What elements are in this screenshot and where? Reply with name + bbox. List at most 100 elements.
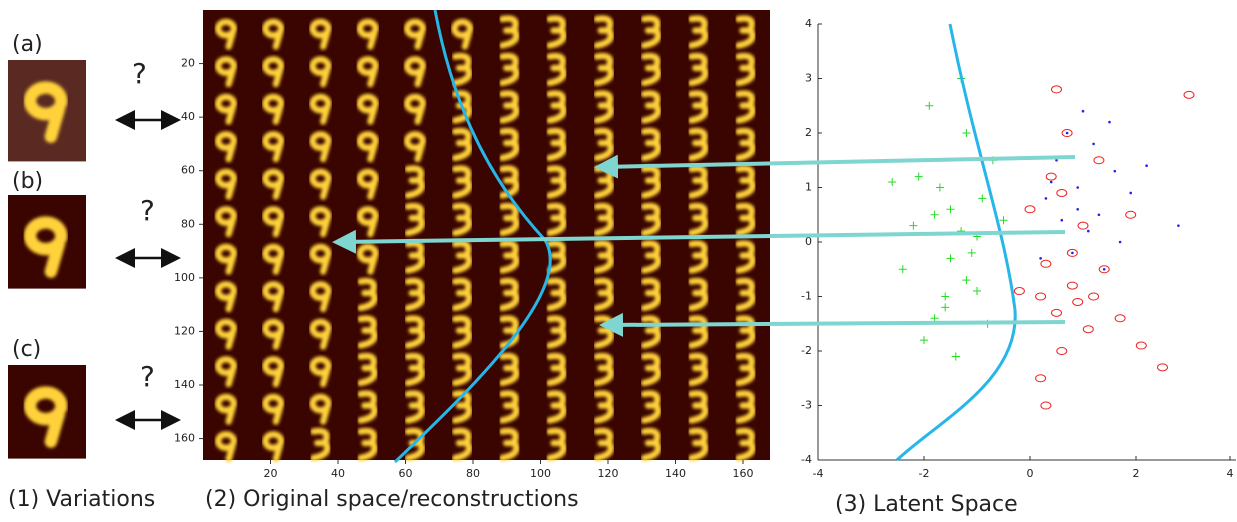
point [1052,86,1062,93]
point [1057,189,1067,196]
y-tick-label: 80 [181,217,195,230]
point [1036,293,1046,300]
x-tick-label: 160 [733,467,754,480]
question-mark: ? [140,360,155,393]
point [1061,219,1064,222]
point [1129,192,1132,195]
point [1158,364,1168,371]
point [1108,121,1111,124]
point [962,276,970,284]
x-tick-label: 140 [665,467,686,480]
point [1046,173,1056,180]
point [1119,241,1122,244]
point [931,211,939,219]
y-tick-label: 3 [805,72,812,85]
point [936,184,944,192]
point [978,194,986,202]
y-tick-label: 100 [174,271,195,284]
point [1098,213,1101,216]
point [1014,288,1024,295]
point [1071,252,1074,255]
grid-bg [203,10,770,460]
point [941,293,949,301]
point [1114,170,1117,173]
point [899,265,907,273]
point [1136,342,1146,349]
x-tick-label: -4 [813,467,824,480]
point [1177,224,1180,227]
point [1041,402,1051,409]
y-tick-label: 1 [805,181,812,194]
point [1041,260,1051,267]
x-tick-label: 20 [264,467,278,480]
point [1082,110,1085,113]
point [915,173,923,181]
point [1050,181,1053,184]
point [1115,315,1125,322]
variation-image [8,60,86,161]
point [1025,206,1035,213]
point [968,249,976,257]
variation-image [8,195,86,289]
y-tick-label: -3 [801,399,812,412]
point [947,205,955,213]
x-tick-label: 0 [1027,467,1034,480]
y-tick-label: -2 [801,344,812,357]
x-tick-label: 4 [1227,467,1234,480]
question-mark: ? [140,194,155,227]
point [941,303,949,311]
point [1184,91,1194,98]
point [920,336,928,344]
point [1052,309,1062,316]
point [1094,157,1104,164]
caption: (3) Latent Space [835,492,1018,517]
point [1092,143,1095,146]
x-tick-label: 40 [331,467,345,480]
y-tick-label: 140 [174,378,195,391]
y-tick-label: 120 [174,324,195,337]
point [925,102,933,110]
point [1076,186,1079,189]
point [1076,208,1079,211]
point [888,178,896,186]
point [1103,268,1106,271]
point [962,129,970,137]
y-tick-label: 40 [181,110,195,123]
panel-label: (c) [12,337,41,362]
y-tick-label: 2 [805,126,812,139]
point [1089,293,1099,300]
point [1039,257,1042,260]
y-tick-label: 20 [181,57,195,70]
x-tick-label: 80 [466,467,480,480]
point [952,352,960,360]
variation-image [8,365,86,459]
y-tick-label: 4 [805,17,812,30]
point [1126,211,1136,218]
y-tick-label: 60 [181,164,195,177]
point [1066,132,1069,135]
boundary-curve [897,24,1015,460]
x-tick-label: 100 [530,467,551,480]
panel-label: (b) [12,169,43,194]
point [1000,216,1008,224]
caption: (1) Variations [8,487,155,512]
y-tick-label: -1 [801,290,812,303]
point [1145,164,1148,167]
panel-label: (a) [12,32,43,57]
y-tick-label: 160 [174,432,195,445]
point [1087,230,1090,233]
caption: (2) Original space/reconstructions [205,487,579,512]
point [947,254,955,262]
x-tick-label: 60 [399,467,413,480]
point [1057,348,1067,355]
y-tick-label: -4 [801,453,812,466]
point [1036,375,1046,382]
x-tick-label: 2 [1133,467,1140,480]
x-tick-label: 120 [598,467,619,480]
point [909,222,917,230]
x-tick-label: -2 [919,467,930,480]
question-mark: ? [132,57,147,90]
point [1078,222,1088,229]
point [1083,326,1093,333]
point [973,287,981,295]
